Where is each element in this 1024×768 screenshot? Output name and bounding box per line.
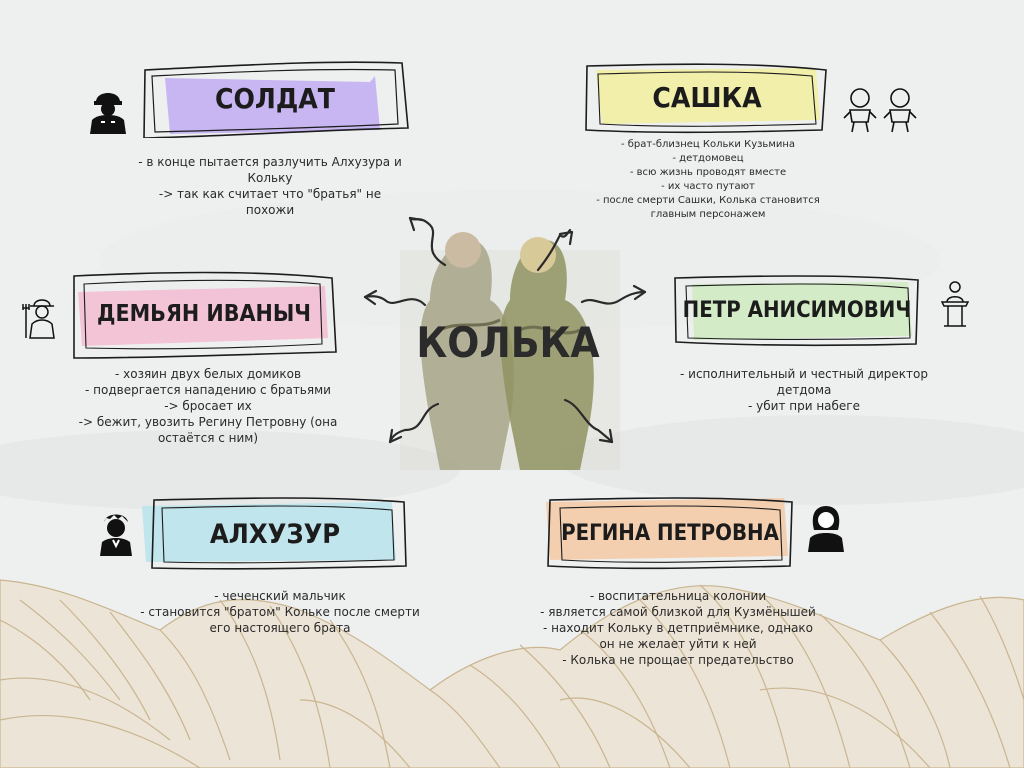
- node-demyan: ДЕМЬЯН ИВАНЫЧ: [70, 268, 338, 360]
- arrow-head-soldat: [408, 216, 424, 232]
- arrow-head-petr: [632, 284, 647, 301]
- demyan-description: - хозяин двух белых домиков - подвергает…: [78, 367, 338, 445]
- boy-icon: [96, 510, 136, 562]
- alkhuzur-title: АЛХУЗУР: [209, 518, 341, 550]
- sashka-title: САШКА: [652, 80, 762, 114]
- marker-frame: [142, 497, 407, 570]
- demyan-title: ДЕМЬЯН ИВАНЫЧ: [97, 301, 311, 327]
- node-alkhuzur: АЛХУЗУР: [140, 496, 410, 572]
- podium-speaker-icon: [938, 280, 972, 332]
- arrow-head-alkhuzur: [388, 428, 403, 444]
- marker-frame: [73, 271, 337, 359]
- central-illustration: [400, 232, 620, 470]
- marker-frame: [585, 63, 827, 134]
- center-label: КОЛЬКА: [416, 317, 600, 367]
- petr-title: ПЕТР АНИСИМОВИЧ: [682, 297, 912, 323]
- marker-frame: [674, 275, 919, 347]
- node-soldat: СОЛДАТ: [140, 58, 410, 138]
- mountain-range: [0, 579, 1024, 768]
- node-regina: РЕГИНА ПЕТРОВНА: [544, 494, 796, 572]
- arrow-to-regina: [563, 398, 614, 444]
- regina-title: РЕГИНА ПЕТРОВНА: [561, 520, 779, 546]
- connector-arrows: [363, 216, 647, 444]
- node-petr: ПЕТР АНИСИМОВИЧ: [672, 272, 922, 348]
- arrow-head-sashka: [558, 230, 574, 246]
- petr-description: - исполнительный и честный директор детд…: [680, 367, 928, 413]
- arrow-head-demyan: [363, 289, 378, 306]
- marker-frame: [143, 61, 409, 138]
- soldier-icon: [86, 84, 130, 138]
- regina-description: - воспитательница колонии - является сам…: [540, 589, 816, 667]
- farmer-icon: [22, 294, 62, 344]
- arrow-head-regina: [598, 428, 614, 444]
- woman-icon: [804, 504, 848, 556]
- alkhuzur-description: - чеченский мальчик - становится "братом…: [140, 589, 420, 635]
- marker-frame: [546, 497, 793, 570]
- arrow-to-petr: [580, 290, 647, 305]
- node-sashka: САШКА: [584, 60, 830, 134]
- twin-babies-icon: [842, 86, 920, 138]
- soldat-title: СОЛДАТ: [215, 81, 335, 115]
- sashka-description: - брат-близнец Кольки Кузьмина - детдомо…: [596, 139, 820, 220]
- arrow-to-alkhuzur: [388, 402, 440, 444]
- soldat-description: - в конце пытается разлучить Алхузура и …: [138, 155, 402, 217]
- arrow-to-demyan: [363, 295, 427, 307]
